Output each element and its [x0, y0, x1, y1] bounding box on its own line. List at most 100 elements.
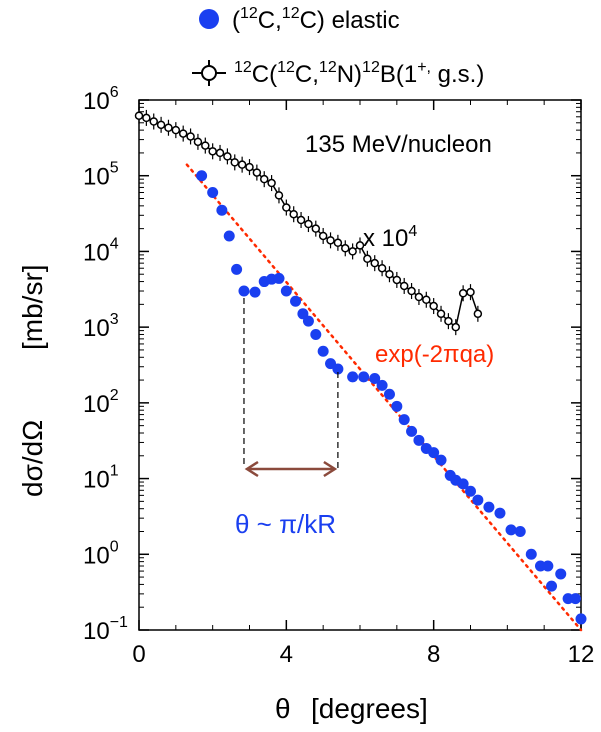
x-axis-symbol: θ	[275, 693, 291, 724]
elastic-point	[514, 525, 526, 537]
period-annotation: θ ~ π/kR	[235, 509, 336, 539]
cex-point	[171, 125, 181, 135]
elastic-point	[465, 485, 476, 497]
cex-point	[355, 241, 365, 250]
period-arrow-left-head	[244, 460, 259, 478]
elastic-point	[196, 170, 208, 182]
cex-point	[451, 322, 461, 332]
elastic-point	[525, 548, 537, 560]
elastic-point	[575, 613, 587, 625]
legend-elastic-marker	[199, 9, 219, 29]
cex-point	[215, 148, 225, 158]
elastic-point	[505, 524, 517, 536]
elastic-point	[542, 560, 554, 572]
scale-text: x 10	[363, 225, 408, 252]
series-elastic	[196, 170, 587, 625]
elastic-point	[358, 371, 370, 383]
elastic-point	[391, 400, 403, 412]
cex-point	[149, 117, 158, 126]
cex-point	[341, 244, 350, 253]
cex-point	[267, 178, 276, 188]
legend-cex-label: 12C(12C,12N)12B(1+, g.s.)	[234, 59, 484, 88]
cex-point	[318, 231, 328, 241]
elastic-point	[347, 371, 359, 383]
period-marker	[243, 298, 339, 478]
cex-point	[363, 254, 372, 264]
elastic-point	[238, 285, 250, 297]
y-tick-label: 102	[83, 387, 119, 418]
cex-point	[473, 309, 483, 319]
cex-point	[370, 258, 379, 268]
elastic-point	[317, 345, 329, 357]
cex-point	[274, 191, 284, 200]
cex-point	[237, 160, 247, 169]
elastic-point	[280, 285, 292, 297]
y-axis: 106 105 104 103 102 101 100 10−1	[83, 84, 581, 645]
cex-point	[422, 295, 431, 305]
cex-point	[414, 292, 424, 302]
elastic-point	[231, 263, 243, 275]
elastic-point	[398, 414, 410, 426]
fit-annotation: exp(-2πqa)	[375, 341, 494, 368]
cex-point	[178, 129, 188, 138]
x-axis: 0 4 8 12	[132, 100, 594, 668]
cex-point	[296, 215, 306, 225]
elastic-point	[494, 507, 506, 519]
elastic-point	[406, 425, 418, 437]
cex-point	[407, 286, 416, 296]
elastic-point	[435, 454, 447, 466]
elastic-point	[428, 447, 440, 459]
elastic-point	[223, 230, 235, 242]
y-tick-label: 106	[83, 84, 119, 115]
y-tick-label: 100	[83, 538, 119, 569]
cex-point	[230, 158, 240, 167]
cex-point	[259, 174, 269, 184]
elastic-point	[383, 388, 395, 400]
y-axis-unit: [mb/sr]	[17, 264, 48, 350]
cex-point	[201, 141, 210, 150]
elastic-point	[302, 315, 314, 327]
y-tick-label: 104	[83, 235, 119, 266]
cex-point	[466, 287, 475, 297]
cex-point	[333, 238, 343, 248]
elastic-point	[207, 187, 219, 199]
elastic-point	[369, 372, 381, 384]
y-tick-label: 10−1	[83, 614, 128, 645]
y-axis-symbol: dσ/dΩ	[17, 420, 48, 497]
cex-point	[252, 168, 262, 177]
cex-point	[142, 113, 151, 123]
cex-point	[164, 123, 173, 133]
cex-point	[156, 120, 166, 130]
x-tick-label: 0	[132, 641, 145, 668]
cex-point	[436, 309, 446, 319]
cex-point	[208, 147, 217, 156]
legend-cex-marker	[201, 65, 217, 81]
cex-point	[193, 137, 203, 147]
cex-point	[245, 162, 254, 172]
elastic-point	[483, 501, 495, 513]
cex-point	[289, 209, 298, 219]
cex-point	[186, 132, 195, 141]
elastic-point	[376, 379, 388, 391]
cex-point	[458, 289, 468, 298]
energy-annotation: 135 MeV/nucleon	[305, 131, 492, 158]
elastic-point	[249, 286, 261, 298]
cex-point	[134, 111, 144, 120]
x-tick-label: 8	[427, 641, 440, 668]
elastic-point	[216, 204, 228, 216]
elastic-point	[273, 272, 285, 284]
elastic-point	[332, 363, 344, 375]
legend-elastic-label: (12C,12C) elastic	[232, 5, 400, 34]
elastic-point	[310, 328, 322, 340]
y-tick-label: 103	[83, 311, 119, 342]
scale-annotation: x 104	[363, 223, 417, 252]
period-arrow-right-head	[323, 460, 338, 478]
elastic-point	[290, 295, 302, 307]
x-axis-unit: [degrees]	[311, 693, 428, 724]
cex-point	[304, 219, 313, 229]
elastic-point	[546, 580, 558, 592]
x-tick-label: 4	[280, 641, 293, 668]
y-tick-label: 101	[83, 463, 119, 494]
cex-point	[385, 269, 394, 279]
cex-point	[444, 316, 453, 326]
